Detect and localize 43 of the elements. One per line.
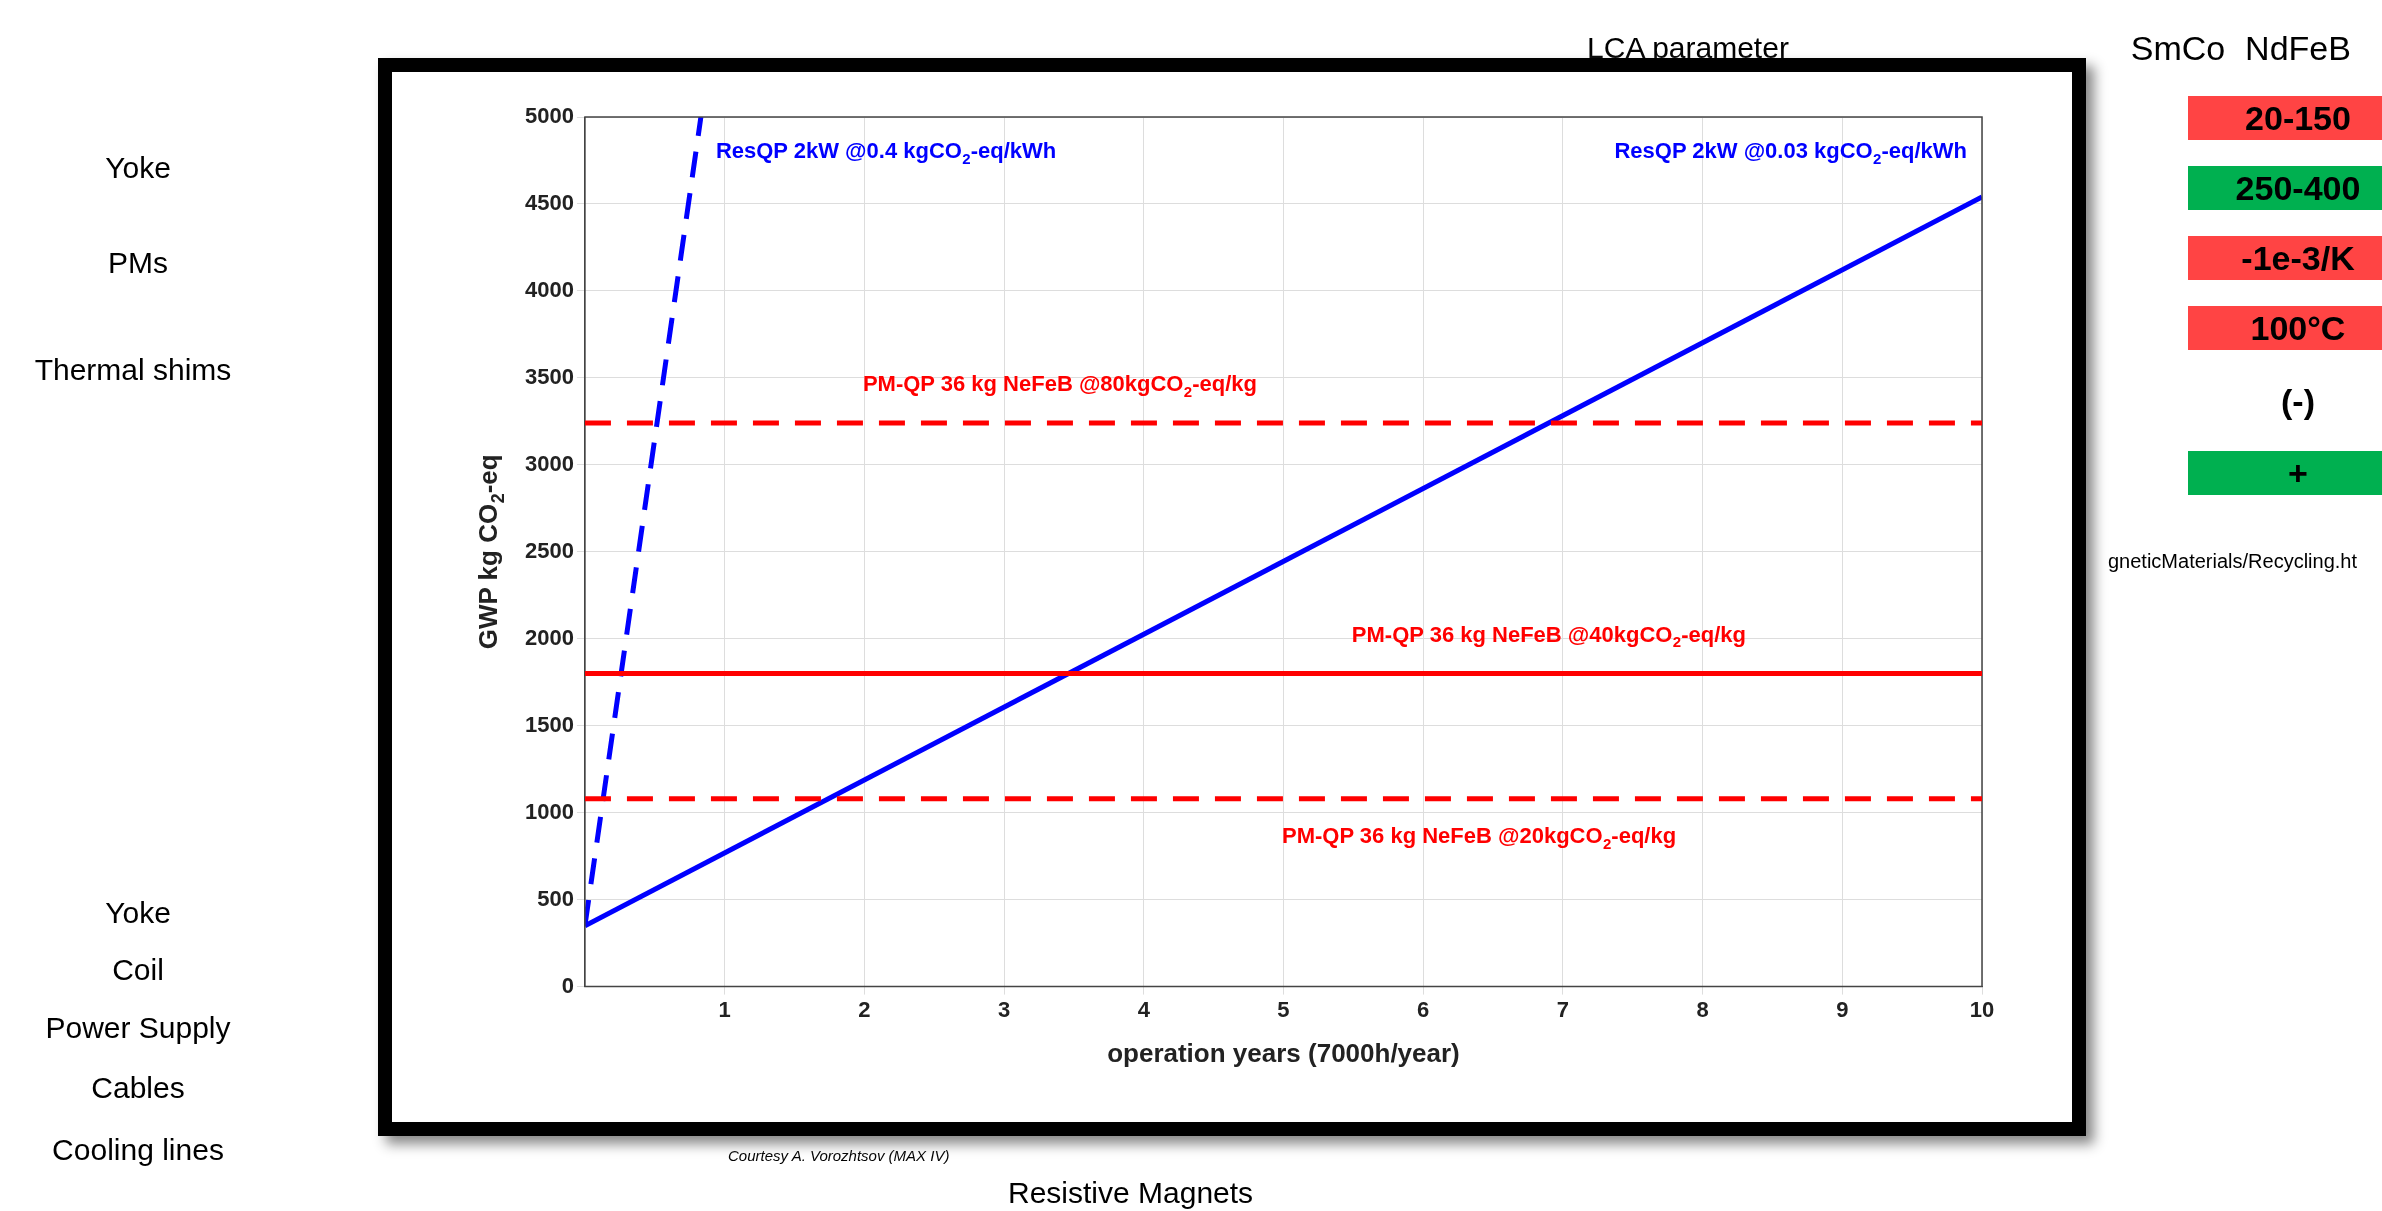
y-tick-label: 4500 xyxy=(524,190,574,216)
text: Coil xyxy=(111,952,165,988)
text: -1e-3/K xyxy=(2188,236,2382,280)
text: Thermal shims xyxy=(33,352,233,388)
text: gneticMaterials/Recycling.ht xyxy=(2108,549,2357,574)
y-tick-label: 0 xyxy=(561,972,574,998)
text: Courtesy A. Vorozhtsov (MAX IV) xyxy=(728,1146,950,1166)
x-axis-title: operation years (7000h/year) xyxy=(1107,1037,1460,1068)
y-tick-label: 1500 xyxy=(524,711,574,737)
y-tick-label: 2500 xyxy=(524,537,574,563)
x-tick-label: 5 xyxy=(1277,996,1290,1022)
x-tick-label: 4 xyxy=(1137,996,1151,1022)
text: Cooling lines xyxy=(51,1132,225,1168)
y-tick-label: 3000 xyxy=(524,450,574,476)
text: Yoke xyxy=(104,150,172,186)
x-tick-label: 9 xyxy=(1836,996,1849,1022)
text: Cables xyxy=(90,1070,186,1106)
text: 20-150 xyxy=(2188,96,2382,140)
y-tick-label: 3500 xyxy=(524,363,574,389)
x-tick-label: 2 xyxy=(858,996,871,1022)
x-tick-label: 8 xyxy=(1696,996,1709,1022)
text: Power Supply xyxy=(44,1010,232,1046)
y-tick-label: 5000 xyxy=(524,103,574,129)
x-tick-label: 10 xyxy=(1969,996,1995,1022)
text: PMs xyxy=(107,245,169,281)
y-tick-label: 1000 xyxy=(524,798,574,824)
y-tick-label: 500 xyxy=(537,885,574,911)
text: 100°C xyxy=(2188,306,2382,350)
text: Yoke xyxy=(104,895,172,931)
y-axis-title: GWP kg CO2-eq xyxy=(473,454,509,650)
text: (-) xyxy=(2280,381,2316,422)
x-tick-label: 6 xyxy=(1417,996,1430,1022)
text: LCA parameter xyxy=(1586,30,1790,66)
x-tick-label: 7 xyxy=(1556,996,1570,1022)
text: 250-400 xyxy=(2188,166,2382,210)
text: Resistive Magnets xyxy=(1008,1175,1254,1211)
text: + xyxy=(2188,451,2382,495)
text: SmCo xyxy=(2130,29,2226,67)
y-tick-label: 4000 xyxy=(524,276,574,302)
text: NdFeB xyxy=(2245,29,2351,67)
y-tick-label: 2000 xyxy=(524,624,574,650)
x-tick-label: 3 xyxy=(997,996,1011,1022)
x-tick-label: 1 xyxy=(718,996,731,1022)
